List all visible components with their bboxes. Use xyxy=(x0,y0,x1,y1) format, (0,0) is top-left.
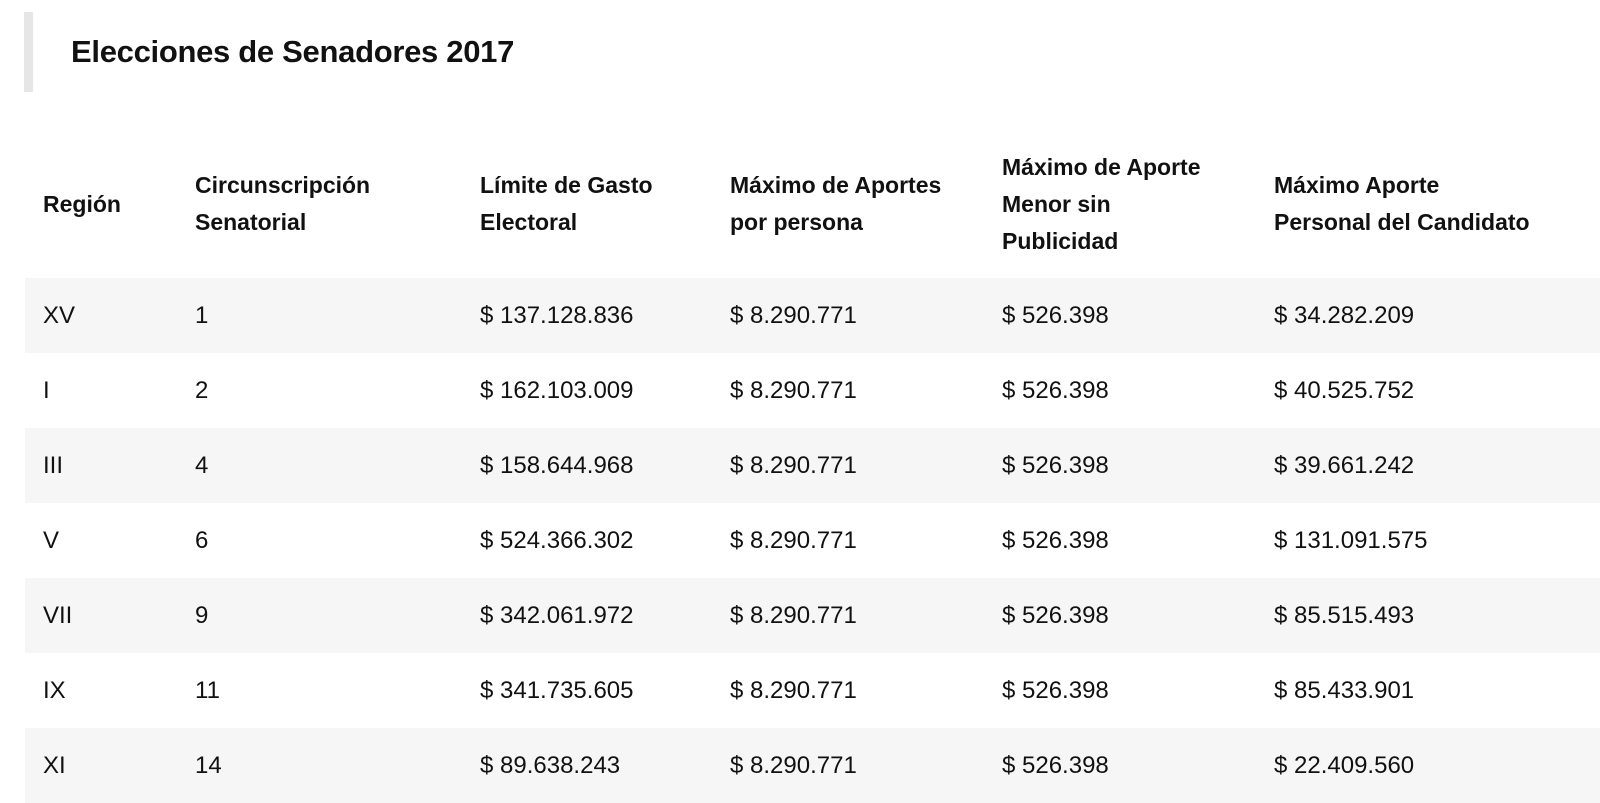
table-body: XV 1 $ 137.128.836 $ 8.290.771 $ 526.398… xyxy=(25,278,1600,803)
cell-circunscripcion: 4 xyxy=(195,451,209,479)
header-line: Publicidad xyxy=(1002,227,1119,254)
cell-limite-gasto: $ 162.103.009 xyxy=(480,376,634,404)
header-line: por persona xyxy=(730,209,863,235)
cell-region: XI xyxy=(43,751,66,779)
header-maximo-aporte-personal: Máximo Aporte Personal del Candidato xyxy=(1274,130,1600,278)
cell-maximo-aporte-menor: $ 526.398 xyxy=(1002,526,1109,554)
cell-region: VII xyxy=(43,601,73,629)
header-line: Electoral xyxy=(480,209,578,235)
header-line: Menor sin xyxy=(1002,190,1111,217)
senate-spending-table-container: Región Circunscripción Senatorial Límite… xyxy=(25,130,1600,803)
cell-limite-gasto: $ 524.366.302 xyxy=(480,526,634,554)
cell-region: V xyxy=(43,526,60,554)
header-line: Senatorial xyxy=(195,209,307,235)
table-row: III 4 $ 158.644.968 $ 8.290.771 $ 526.39… xyxy=(25,428,1600,503)
cell-circunscripcion: 2 xyxy=(195,376,209,404)
cell-limite-gasto: $ 158.644.968 xyxy=(480,451,634,479)
header-line: Límite de Gasto xyxy=(480,172,653,198)
cell-maximo-aportes: $ 8.290.771 xyxy=(730,601,857,629)
header-limite-gasto: Límite de Gasto Electoral xyxy=(480,130,730,278)
cell-maximo-aporte-menor: $ 526.398 xyxy=(1002,601,1109,629)
cell-maximo-aporte-menor: $ 526.398 xyxy=(1002,751,1109,779)
cell-maximo-aporte-personal: $ 131.091.575 xyxy=(1274,526,1428,554)
cell-limite-gasto: $ 341.735.605 xyxy=(480,676,634,704)
cell-maximo-aportes: $ 8.290.771 xyxy=(730,526,857,554)
senate-spending-table: Región Circunscripción Senatorial Límite… xyxy=(25,130,1600,803)
header-line: Máximo de Aporte xyxy=(1002,153,1201,180)
cell-maximo-aporte-menor: $ 526.398 xyxy=(1002,376,1109,404)
cell-maximo-aportes: $ 8.290.771 xyxy=(730,751,857,779)
header-line: Máximo Aporte xyxy=(1274,172,1440,198)
table-row: XI 14 $ 89.638.243 $ 8.290.771 $ 526.398… xyxy=(25,728,1600,803)
header-row: Región Circunscripción Senatorial Límite… xyxy=(25,130,1600,278)
header-line: Personal del Candidato xyxy=(1274,209,1530,235)
header-line: Circunscripción xyxy=(195,172,371,198)
header-line: Máximo de Aportes xyxy=(730,172,942,198)
cell-maximo-aporte-personal: $ 85.433.901 xyxy=(1274,676,1415,704)
header-maximo-aporte-menor: Máximo de Aporte Menor sin Publicidad xyxy=(1002,130,1274,278)
cell-region: I xyxy=(43,376,50,404)
header-region: Región xyxy=(25,130,195,278)
cell-maximo-aportes: $ 8.290.771 xyxy=(730,376,857,404)
cell-maximo-aporte-menor: $ 526.398 xyxy=(1002,676,1109,704)
title-block: Elecciones de Senadores 2017 xyxy=(24,12,724,92)
cell-maximo-aporte-personal: $ 34.282.209 xyxy=(1274,301,1415,329)
cell-maximo-aporte-personal: $ 22.409.560 xyxy=(1274,751,1415,779)
table-row: I 2 $ 162.103.009 $ 8.290.771 $ 526.398 … xyxy=(25,353,1600,428)
table-row: XV 1 $ 137.128.836 $ 8.290.771 $ 526.398… xyxy=(25,278,1600,353)
cell-circunscripcion: 11 xyxy=(195,676,220,704)
table-row: V 6 $ 524.366.302 $ 8.290.771 $ 526.398 … xyxy=(25,503,1600,578)
table-row: VII 9 $ 342.061.972 $ 8.290.771 $ 526.39… xyxy=(25,578,1600,653)
cell-limite-gasto: $ 89.638.243 xyxy=(480,751,621,779)
cell-circunscripcion: 6 xyxy=(195,526,209,554)
cell-maximo-aportes: $ 8.290.771 xyxy=(730,301,857,329)
cell-maximo-aporte-menor: $ 526.398 xyxy=(1002,451,1109,479)
cell-maximo-aporte-personal: $ 39.661.242 xyxy=(1274,451,1415,479)
table-header: Región Circunscripción Senatorial Límite… xyxy=(25,130,1600,278)
cell-circunscripcion: 1 xyxy=(195,301,209,329)
cell-maximo-aportes: $ 8.290.771 xyxy=(730,451,857,479)
cell-circunscripcion: 9 xyxy=(195,601,209,629)
cell-region: XV xyxy=(43,301,76,329)
header-circunscripcion: Circunscripción Senatorial xyxy=(195,130,480,278)
header-maximo-aportes: Máximo de Aportes por persona xyxy=(730,130,1002,278)
cell-limite-gasto: $ 137.128.836 xyxy=(480,301,634,329)
page-title: Elecciones de Senadores 2017 xyxy=(71,34,515,69)
cell-maximo-aporte-menor: $ 526.398 xyxy=(1002,301,1109,329)
table-row: IX 11 $ 341.735.605 $ 8.290.771 $ 526.39… xyxy=(25,653,1600,728)
cell-maximo-aporte-personal: $ 85.515.493 xyxy=(1274,601,1415,629)
cell-region: III xyxy=(43,451,64,479)
cell-maximo-aportes: $ 8.290.771 xyxy=(730,676,857,704)
cell-circunscripcion: 14 xyxy=(195,751,222,779)
cell-region: IX xyxy=(43,676,66,704)
header-line: Región xyxy=(43,190,121,217)
cell-maximo-aporte-personal: $ 40.525.752 xyxy=(1274,376,1415,404)
cell-limite-gasto: $ 342.061.972 xyxy=(480,601,634,629)
